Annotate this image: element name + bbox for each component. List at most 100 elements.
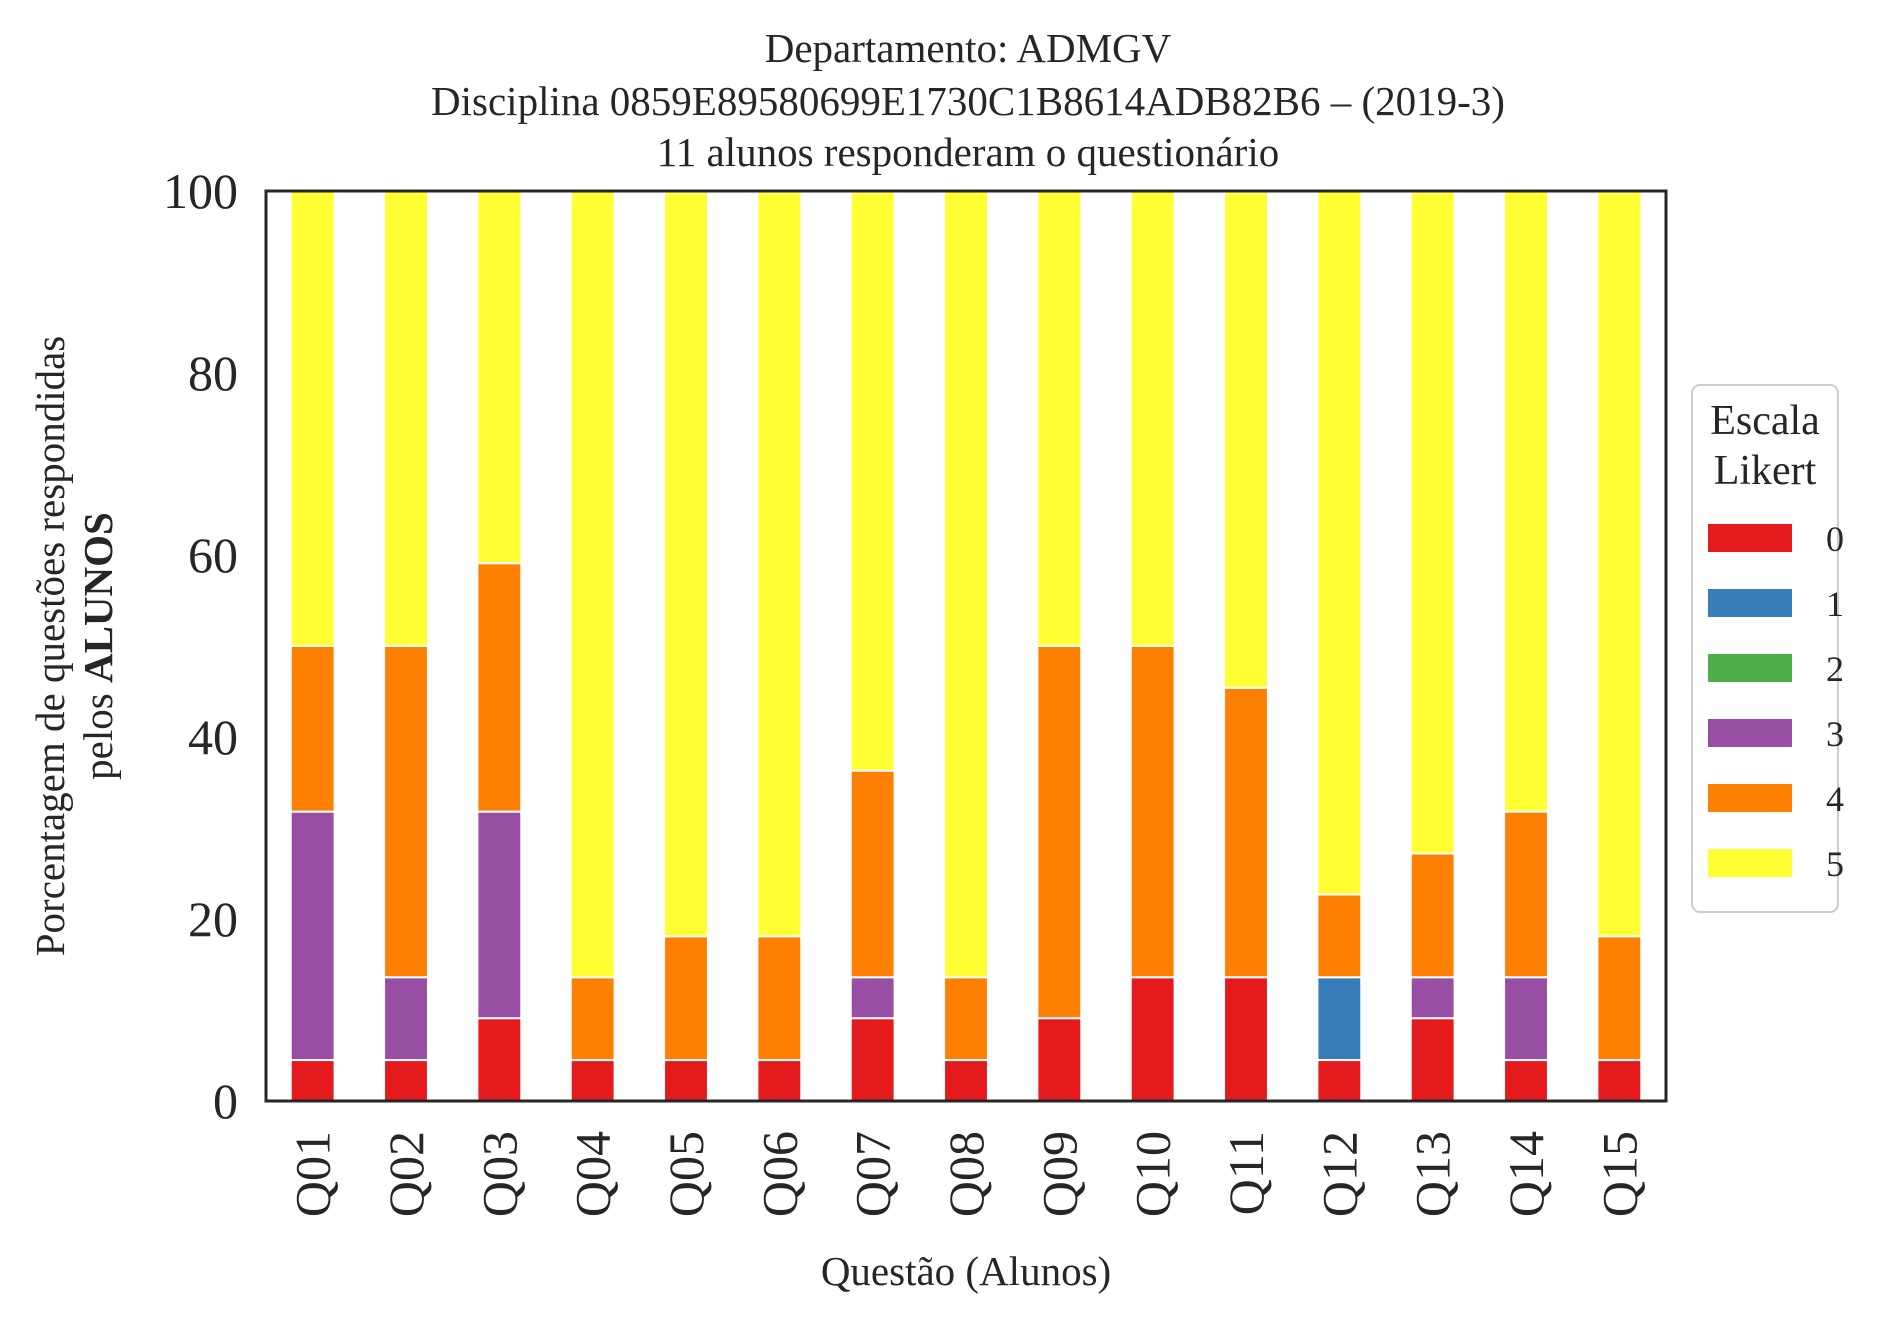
bar-segment-q06-likert-5 [756, 190, 803, 938]
bar-segment-q15-likert-0 [1596, 1059, 1643, 1103]
y-tick-label-100: 100 [163, 163, 238, 219]
bar-segment-q03-likert-5 [476, 190, 523, 565]
y-tick-label-20: 20 [188, 891, 238, 947]
bar-segment-q11-likert-0 [1223, 976, 1269, 1102]
bar-segment-q07-likert-3 [849, 976, 896, 1020]
legend-label-3: 3 [1826, 714, 1844, 754]
legend-label-1: 1 [1826, 584, 1844, 624]
legend-title-line-2: Likert [1714, 448, 1817, 494]
bar-segment-q09-likert-4 [1036, 645, 1083, 1020]
bar-segment-q03-likert-4 [476, 562, 523, 813]
legend-title-line-1: Escala [1710, 398, 1820, 444]
x-tick-label-q07: Q07 [845, 1131, 901, 1217]
bar-segment-q09-likert-5 [1036, 190, 1083, 647]
x-tick-label-q10: Q10 [1125, 1131, 1181, 1217]
x-tick-label-q11: Q11 [1218, 1131, 1274, 1215]
legend-label-2: 2 [1826, 649, 1844, 689]
bar-segment-q08-likert-4 [943, 976, 989, 1062]
bar-segment-q07-likert-5 [849, 190, 896, 772]
x-axis-label: Questão (Alunos) [821, 1248, 1111, 1294]
x-tick-label-q09: Q09 [1031, 1131, 1087, 1217]
bar-segment-q03-likert-3 [476, 810, 523, 1020]
legend-swatch-2 [1708, 654, 1792, 682]
x-tick-label-q04: Q04 [565, 1131, 621, 1217]
legend: Escala Likert 0 1 2 3 4 5 [1691, 384, 1844, 913]
bar-segment-q02-likert-0 [383, 1059, 429, 1103]
y-tick-label-80: 80 [188, 345, 238, 401]
bar-segment-q07-likert-0 [849, 1017, 896, 1102]
legend-swatch-5 [1708, 849, 1792, 877]
bar-segment-q10-likert-0 [1129, 976, 1176, 1102]
bar-segment-q04-likert-5 [569, 190, 616, 979]
title-line-1: Departamento: ADMGV [765, 25, 1172, 71]
bars-layer [289, 190, 1643, 1103]
bar-segment-q13-likert-4 [1409, 852, 1456, 979]
plot-frame [264, 189, 1668, 1103]
bar-segment-q12-likert-0 [1316, 1059, 1363, 1103]
bar-segment-q06-likert-4 [756, 935, 803, 1062]
bar-segment-q11-likert-4 [1223, 686, 1269, 979]
legend-box [1691, 384, 1839, 913]
legend-label-0: 0 [1826, 519, 1844, 559]
bar-segment-q02-likert-5 [383, 190, 429, 647]
bar-segment-q05-likert-0 [663, 1059, 709, 1103]
bar-segment-q10-likert-4 [1129, 645, 1176, 979]
chart-title: Departamento: ADMGV Disciplina 0859E8958… [431, 25, 1505, 175]
y-axis-label-prefix: pelos [75, 683, 121, 780]
legend-label-5: 5 [1826, 844, 1844, 884]
x-tick-label-q06: Q06 [751, 1131, 807, 1217]
legend-swatch-0 [1708, 524, 1792, 552]
x-tick-label-q12: Q12 [1311, 1131, 1367, 1217]
y-tick-label-60: 60 [188, 527, 238, 583]
bar-segment-q02-likert-4 [383, 645, 429, 979]
x-tick-label-q03: Q03 [471, 1131, 527, 1217]
bar-segment-q01-likert-5 [289, 190, 336, 647]
bar-segment-q11-likert-5 [1223, 190, 1269, 689]
x-tick-label-q15: Q15 [1591, 1131, 1647, 1217]
y-axis-label: Porcentagem de questões respondidas pelo… [27, 336, 121, 957]
title-line-2: Disciplina 0859E89580699E1730C1B8614ADB8… [431, 78, 1505, 124]
bar-segment-q03-likert-0 [476, 1017, 523, 1102]
bar-segment-q10-likert-5 [1129, 190, 1176, 647]
bar-segment-q07-likert-4 [849, 769, 896, 979]
x-tick-label-q08: Q08 [938, 1131, 994, 1217]
bar-segment-q13-likert-0 [1409, 1017, 1456, 1102]
bar-segment-q09-likert-0 [1036, 1017, 1083, 1102]
bar-segment-q13-likert-5 [1409, 190, 1456, 855]
x-tick-label-q05: Q05 [658, 1131, 714, 1217]
x-ticks: Q01 Q02 Q03 Q04 Q05 Q06 Q07 Q08 Q09 Q10 Q11 Q12 Q13 Q… [285, 1131, 1648, 1217]
bar-segment-q02-likert-3 [383, 976, 429, 1062]
title-line-3: 11 alunos responderam o questionário [657, 129, 1279, 175]
bar-segment-q15-likert-4 [1596, 935, 1643, 1062]
y-tick-label-40: 40 [188, 709, 238, 765]
y-ticks: 0 20 40 60 80 100 [163, 163, 238, 1129]
legend-swatch-1 [1708, 589, 1792, 617]
x-tick-label-q01: Q01 [285, 1131, 341, 1217]
bar-segment-q05-likert-5 [663, 190, 709, 938]
bar-segment-q05-likert-4 [663, 935, 709, 1062]
bar-segment-q04-likert-4 [569, 976, 616, 1062]
bar-segment-q12-likert-1 [1316, 976, 1363, 1062]
y-axis-label-line-1: Porcentagem de questões respondidas [27, 336, 73, 957]
bar-segment-q01-likert-4 [289, 645, 336, 813]
legend-items: 0 1 2 3 4 5 [1708, 519, 1844, 884]
bar-segment-q14-likert-4 [1503, 810, 1549, 979]
x-tick-label-q02: Q02 [378, 1131, 434, 1217]
legend-swatch-3 [1708, 719, 1792, 747]
bar-segment-q14-likert-0 [1503, 1059, 1549, 1103]
bar-segment-q08-likert-0 [943, 1059, 989, 1103]
legend-label-4: 4 [1826, 779, 1844, 819]
bar-segment-q04-likert-0 [569, 1059, 616, 1103]
x-tick-label-q14: Q14 [1498, 1131, 1554, 1217]
legend-swatch-4 [1708, 784, 1792, 812]
x-tick-label-q13: Q13 [1405, 1131, 1461, 1217]
bar-segment-q12-likert-5 [1316, 190, 1363, 896]
y-tick-label-0: 0 [213, 1073, 238, 1129]
bar-segment-q13-likert-3 [1409, 976, 1456, 1020]
y-axis-label-line-2: pelos ALUNOS [75, 512, 121, 780]
bar-segment-q01-likert-0 [289, 1059, 336, 1103]
bar-segment-q15-likert-5 [1596, 190, 1643, 938]
bar-segment-q06-likert-0 [756, 1059, 803, 1103]
